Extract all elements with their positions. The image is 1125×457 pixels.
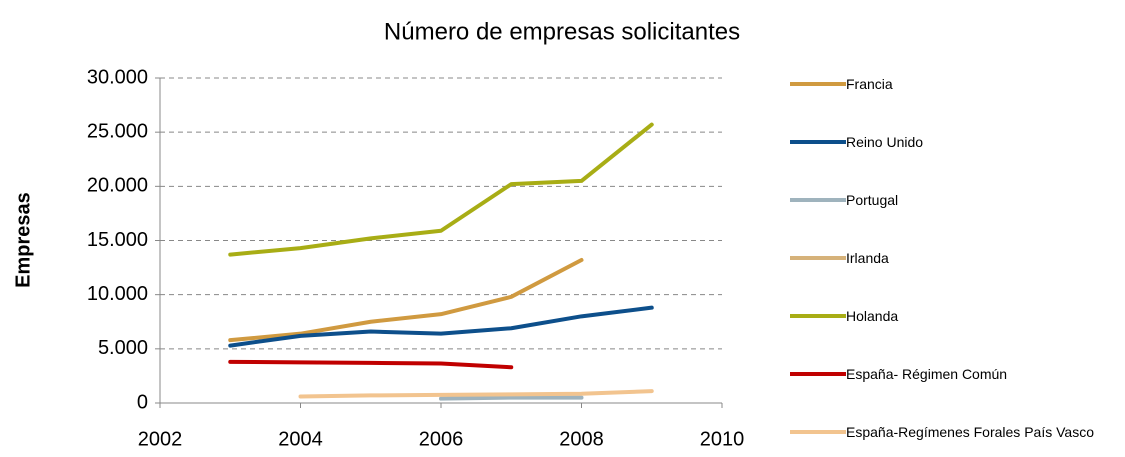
y-tick-label: 25.000	[87, 120, 148, 142]
legend-item: España-Regímenes Forales País Vasco	[790, 424, 1120, 440]
legend-swatch	[790, 430, 846, 434]
legend-label: Holanda	[846, 308, 899, 324]
legend-label: Irlanda	[846, 250, 889, 266]
x-tick-label: 2006	[419, 428, 464, 450]
legend-swatch	[790, 372, 846, 376]
legend-label: Portugal	[846, 192, 899, 208]
legend-item: Holanda	[790, 308, 1120, 324]
series-line	[228, 258, 584, 343]
legend-label: España- Régimen Común	[846, 366, 1008, 382]
series-line	[228, 359, 514, 370]
x-tick-label: 2004	[278, 428, 323, 450]
legend-swatch	[790, 82, 846, 86]
legend-label: España-Regímenes Forales País Vasco	[846, 424, 1094, 440]
x-tick-label: 2008	[559, 428, 604, 450]
y-tick-label: 30.000	[87, 66, 148, 88]
legend-label: Francia	[846, 76, 893, 92]
legend-swatch	[790, 140, 846, 144]
legend-item: Portugal	[790, 192, 1120, 208]
legend-item: Francia	[790, 76, 1120, 92]
y-tick-label: 10.000	[87, 283, 148, 305]
legend-label: Reino Unido	[846, 134, 924, 150]
legend-swatch	[790, 314, 846, 318]
y-tick-label: 5.000	[98, 337, 148, 359]
series-line	[298, 389, 654, 399]
x-tick-label: 2010	[700, 428, 745, 450]
y-tick-label: 20.000	[87, 175, 148, 197]
chart-title: Número de empresas solicitantes	[384, 18, 740, 45]
x-tick-label: 2002	[138, 428, 183, 450]
legend-swatch	[790, 256, 846, 260]
y-axis-label: Empresas	[12, 192, 34, 288]
y-tick-label: 0	[137, 391, 148, 413]
legend-item: Reino Unido	[790, 134, 1120, 150]
series-line	[439, 395, 584, 401]
series-line	[228, 305, 654, 348]
series-line	[228, 122, 654, 257]
legend-swatch	[790, 198, 846, 202]
legend-item: España- Régimen Común	[790, 366, 1120, 382]
y-tick-label: 15.000	[87, 229, 148, 251]
legend-item: Irlanda	[790, 250, 1120, 266]
